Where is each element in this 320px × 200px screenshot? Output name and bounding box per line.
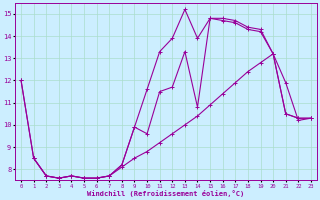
X-axis label: Windchill (Refroidissement éolien,°C): Windchill (Refroidissement éolien,°C) bbox=[87, 190, 244, 197]
